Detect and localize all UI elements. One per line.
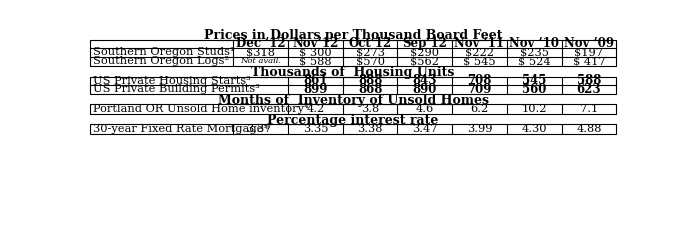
Text: $ 588: $ 588 [299, 56, 331, 66]
Text: $562: $562 [411, 56, 440, 66]
Text: 560: 560 [522, 83, 546, 96]
Text: 3.47: 3.47 [412, 125, 438, 134]
Text: Southern Oregon Logs²: Southern Oregon Logs² [93, 56, 229, 66]
Text: $ 300: $ 300 [299, 47, 331, 57]
Text: Oct’12: Oct’12 [349, 38, 392, 51]
Text: 588: 588 [577, 74, 601, 87]
Text: 623: 623 [577, 83, 601, 96]
Text: $ 524: $ 524 [518, 56, 551, 66]
Text: $235: $235 [520, 47, 548, 57]
Text: US Private Housing Starts³: US Private Housing Starts³ [93, 76, 251, 86]
Text: Sep’12: Sep’12 [402, 38, 447, 51]
Text: Nov ’09: Nov ’09 [564, 38, 614, 51]
Text: 4.2: 4.2 [307, 104, 325, 114]
Text: $273: $273 [356, 47, 384, 57]
Text: 545: 545 [522, 74, 546, 87]
Text: Southern Oregon Studs¹: Southern Oregon Studs¹ [93, 47, 234, 57]
Text: Portland OR Unsold Home inventory⁴: Portland OR Unsold Home inventory⁴ [93, 104, 309, 114]
Text: 3.38: 3.38 [358, 125, 383, 134]
Text: $ 417: $ 417 [573, 56, 605, 66]
Text: Not avail.: Not avail. [240, 57, 281, 65]
Text: 899: 899 [303, 83, 327, 96]
Text: 3.37: 3.37 [246, 125, 271, 134]
Text: Percentage interest rate: Percentage interest rate [267, 114, 439, 127]
Text: 888: 888 [358, 74, 382, 87]
Text: 708: 708 [467, 74, 492, 87]
Text: US Private Building Permits³: US Private Building Permits³ [93, 84, 260, 94]
Text: Nov’12: Nov’12 [292, 38, 338, 51]
Text: 4.6: 4.6 [415, 104, 434, 114]
Text: $290: $290 [411, 47, 440, 57]
Text: 861: 861 [303, 74, 327, 87]
Bar [90, 77, 616, 94]
Text: 3.8: 3.8 [361, 104, 379, 114]
Text: Nov ’10: Nov ’10 [509, 38, 559, 51]
Bar [90, 104, 616, 114]
Text: 10.2: 10.2 [522, 104, 547, 114]
Text: 3.35: 3.35 [302, 125, 328, 134]
Text: Dec ’12: Dec ’12 [236, 38, 285, 51]
Text: $197: $197 [575, 47, 604, 57]
Text: 6: 6 [265, 123, 269, 131]
Text: 4.88: 4.88 [576, 125, 601, 134]
Text: Prices in Dollars per Thousand Board Feet: Prices in Dollars per Thousand Board Fee… [204, 29, 502, 42]
Text: Nov ’11: Nov ’11 [455, 38, 504, 51]
Text: 7.1: 7.1 [579, 104, 598, 114]
Text: $222: $222 [465, 47, 494, 57]
Text: $ 545: $ 545 [463, 56, 496, 66]
Text: 709: 709 [467, 83, 492, 96]
Bar [90, 125, 616, 134]
Text: 30-year Fixed Rate Mortgage⁵: 30-year Fixed Rate Mortgage⁵ [93, 125, 268, 134]
Text: $570: $570 [356, 56, 384, 66]
Text: 843: 843 [413, 74, 437, 87]
Bar [90, 40, 616, 66]
Text: Months of  Inventory of Unsold Homes: Months of Inventory of Unsold Homes [218, 94, 489, 107]
Text: Thousands of  Housing Units: Thousands of Housing Units [251, 66, 455, 79]
Text: 868: 868 [358, 83, 382, 96]
Text: 4.30: 4.30 [522, 125, 547, 134]
Text: 890: 890 [413, 83, 437, 96]
Text: 3.99: 3.99 [466, 125, 492, 134]
Text: 6.2: 6.2 [471, 104, 489, 114]
Text: $318: $318 [246, 47, 275, 57]
